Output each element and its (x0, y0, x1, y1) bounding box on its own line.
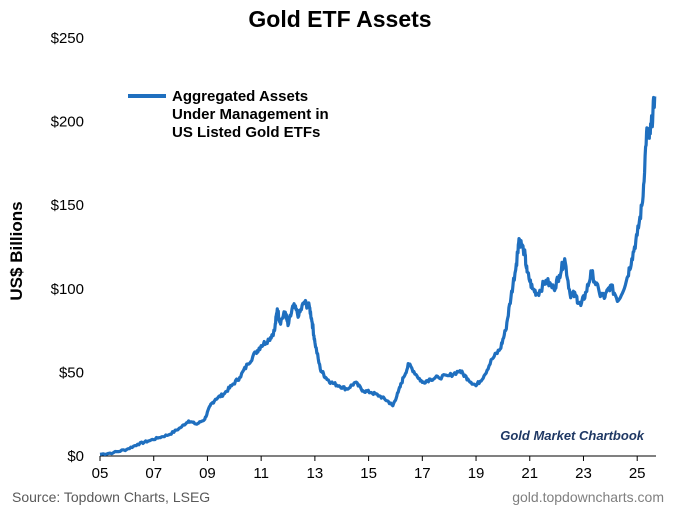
chart-title: Gold ETF Assets (248, 6, 432, 32)
y-tick-label: $150 (51, 197, 84, 214)
x-tick-label: 17 (414, 465, 431, 482)
y-tick-label: $250 (51, 30, 84, 47)
legend-label: US Listed Gold ETFs (172, 124, 320, 141)
x-tick-label: 13 (307, 465, 324, 482)
series-line (99, 95, 657, 457)
y-tick-label: $200 (51, 114, 84, 131)
x-tick-label: 25 (629, 465, 646, 482)
source-note: Source: Topdown Charts, LSEG (12, 489, 211, 505)
chartbook-annotation: Gold Market Chartbook (500, 428, 645, 443)
website-note: gold.topdowncharts.com (512, 489, 664, 505)
x-tick-label: 11 (253, 465, 269, 482)
x-tick-label: 09 (199, 465, 216, 482)
x-tick-label: 05 (92, 465, 109, 482)
y-tick-label: $50 (59, 364, 84, 381)
x-tick-label: 21 (521, 465, 538, 482)
y-tick-label: $0 (67, 448, 84, 465)
x-tick-label: 07 (145, 465, 162, 482)
y-tick-label: $100 (51, 281, 84, 298)
x-tick-label: 15 (360, 465, 377, 482)
x-tick-label: 23 (575, 465, 592, 482)
legend-label: Under Management in (172, 106, 329, 123)
legend-label: Aggregated Assets (172, 88, 308, 105)
x-tick-label: 19 (468, 465, 485, 482)
